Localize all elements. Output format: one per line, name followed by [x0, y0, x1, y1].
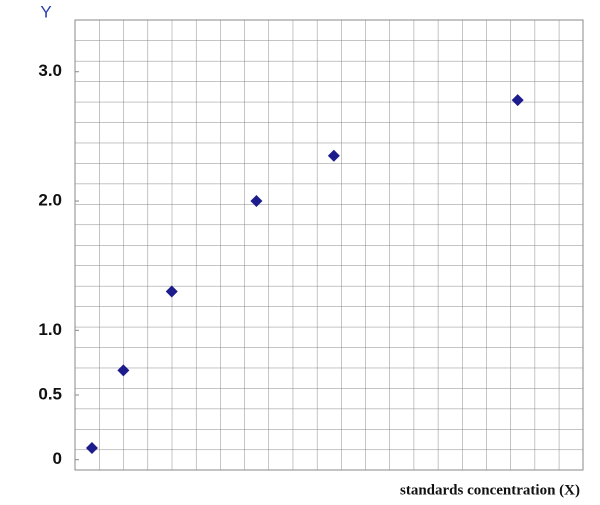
- y-tick-label: 3.0: [38, 61, 62, 80]
- grid-background: [74, 19, 584, 471]
- x-axis-label: standards concentration (X): [400, 482, 580, 498]
- y-tick-label: 0.5: [38, 384, 62, 403]
- data-point: [250, 195, 263, 208]
- y-tick-label: 1.0: [38, 320, 62, 339]
- data-point: [117, 364, 130, 377]
- y-axis-label: Y: [40, 2, 51, 21]
- data-point: [85, 442, 98, 455]
- y-tick-label: 2.0: [38, 191, 62, 210]
- data-point: [511, 94, 524, 107]
- data-point: [165, 285, 178, 298]
- y-tick-label: 0: [53, 449, 62, 468]
- data-point: [327, 149, 340, 162]
